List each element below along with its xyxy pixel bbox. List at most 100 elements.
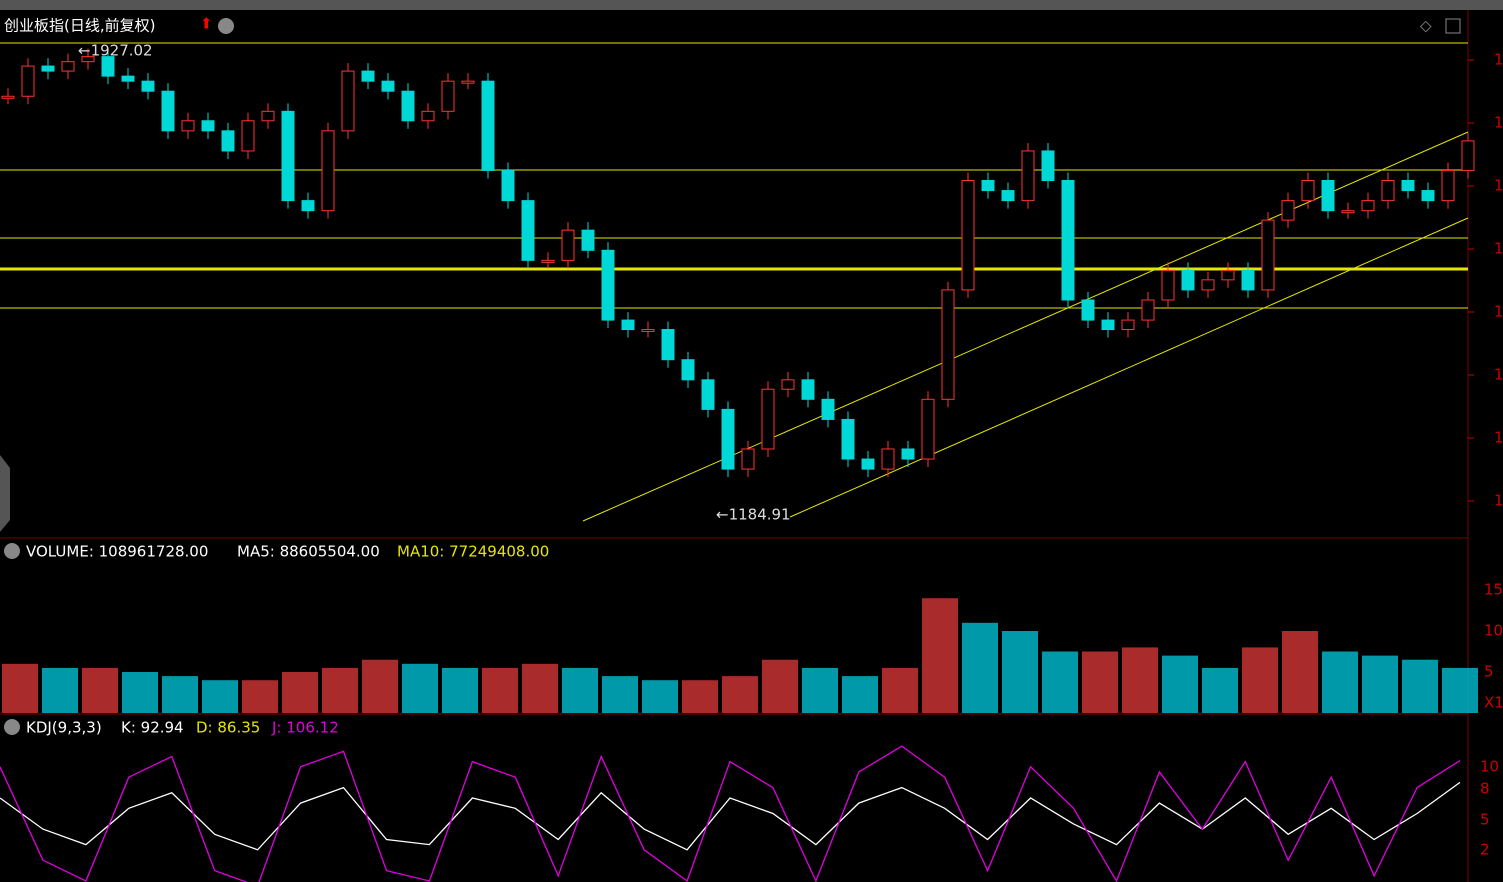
y-axis-label: 10	[1480, 758, 1499, 776]
candle	[1121, 319, 1135, 331]
candle	[961, 180, 975, 291]
candle	[1421, 190, 1435, 202]
y-axis-label: 10	[1484, 622, 1503, 640]
volume-bar	[362, 659, 398, 713]
candle	[741, 448, 755, 470]
volume-bar	[1242, 647, 1278, 713]
y-axis-label: X17	[1484, 694, 1503, 712]
candle	[1241, 269, 1255, 291]
candle	[321, 130, 335, 212]
candle	[1341, 210, 1355, 214]
candle	[661, 329, 675, 361]
candle	[121, 75, 135, 82]
candle	[1461, 140, 1475, 171]
volume-bar	[442, 667, 478, 713]
y-axis-label: 1	[1494, 303, 1503, 321]
volume-bar	[602, 676, 638, 713]
candle	[781, 379, 795, 390]
up-icon: ⬆	[200, 15, 213, 33]
d-label: D: 86.35	[196, 719, 260, 737]
volume-bar	[82, 667, 118, 713]
candle	[221, 130, 235, 152]
menu-bar	[0, 0, 1503, 10]
side-handle[interactable]	[0, 455, 10, 532]
menu-toggle[interactable]	[218, 18, 234, 34]
candle	[1041, 150, 1055, 182]
candle	[41, 65, 55, 72]
candle	[1361, 200, 1375, 212]
y-axis-label: 1	[1494, 366, 1503, 384]
volume-bar	[1042, 651, 1078, 713]
volume-bar	[1402, 659, 1438, 713]
candle	[761, 388, 775, 450]
y-axis-label: 1	[1494, 429, 1503, 447]
volume-bar	[122, 672, 158, 713]
menu-toggle[interactable]	[4, 543, 20, 559]
candle	[1081, 299, 1095, 321]
y-axis-label: 1	[1494, 177, 1503, 195]
candle	[421, 110, 435, 122]
ma10-label: MA10: 77249408.00	[397, 543, 549, 561]
candle	[641, 329, 655, 333]
volume-bar	[1362, 655, 1398, 713]
candle	[141, 80, 155, 92]
candle	[1101, 319, 1115, 331]
trend-line	[789, 217, 1469, 518]
candle	[1301, 180, 1315, 202]
candle	[801, 379, 815, 400]
volume-bar	[1282, 631, 1318, 713]
volume-bar	[1442, 667, 1478, 713]
candle	[261, 110, 275, 122]
menu-toggle[interactable]	[4, 719, 20, 735]
candle	[61, 61, 75, 72]
candle	[601, 249, 615, 321]
volume-bar	[802, 667, 838, 713]
candle	[861, 458, 875, 470]
candle	[101, 56, 115, 77]
y-axis-label: 1	[1494, 240, 1503, 258]
candle	[1141, 299, 1155, 321]
volume-bar	[922, 598, 958, 713]
candle	[581, 229, 595, 251]
candle	[681, 359, 695, 381]
candle	[1061, 180, 1075, 301]
candle	[361, 70, 375, 82]
candle	[341, 70, 355, 132]
volume-bar	[482, 667, 518, 713]
volume-bar	[1202, 667, 1238, 713]
y-axis-label: 2	[1480, 841, 1490, 859]
volume-label: VOLUME: 108961728.00	[26, 543, 208, 561]
volume-bar	[242, 680, 278, 713]
kdj-line	[0, 781, 1461, 851]
candle	[301, 200, 315, 212]
candle	[81, 56, 95, 63]
volume-bar	[162, 676, 198, 713]
candle	[1221, 269, 1235, 281]
candle	[901, 448, 915, 460]
diamond-button[interactable]: ◇	[1420, 17, 1432, 35]
candle	[941, 289, 955, 400]
candle	[401, 90, 415, 122]
volume-bar	[962, 622, 998, 713]
candle	[721, 408, 735, 470]
candle	[281, 110, 295, 202]
j-label: J: 106.12	[271, 719, 339, 737]
candle	[501, 169, 515, 202]
candle	[21, 65, 35, 97]
candle	[821, 398, 835, 420]
y-axis-label: 1	[1494, 114, 1503, 132]
volume-bar	[722, 676, 758, 713]
panel-button[interactable]	[1445, 18, 1461, 34]
y-axis-label: 5	[1480, 811, 1490, 829]
candle	[1261, 219, 1275, 291]
volume-bar	[42, 667, 78, 713]
candle	[841, 418, 855, 460]
volume-bar	[1162, 655, 1198, 713]
volume-bar	[762, 659, 798, 713]
candle	[1201, 279, 1215, 291]
candle	[201, 120, 215, 132]
candle	[921, 398, 935, 460]
volume-bar	[1122, 647, 1158, 713]
volume-bar	[842, 676, 878, 713]
